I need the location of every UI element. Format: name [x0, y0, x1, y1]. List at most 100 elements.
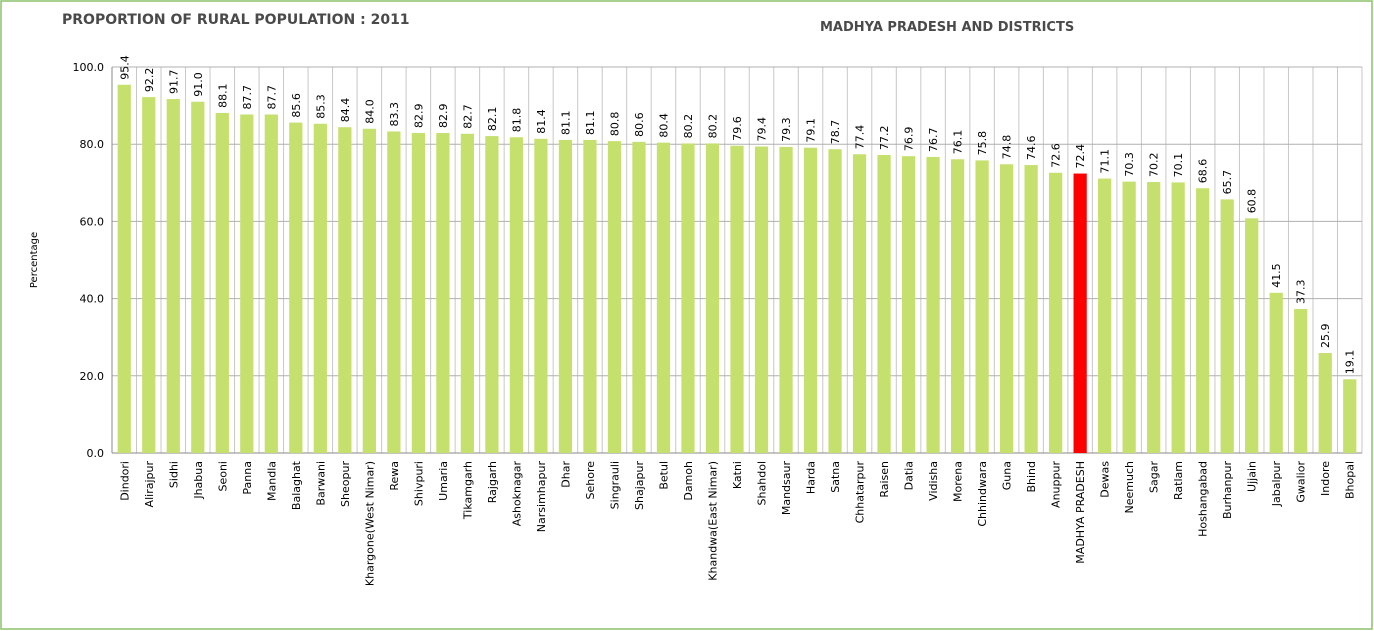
value-label: 74.8 — [1001, 135, 1014, 160]
value-label: 81.1 — [559, 110, 572, 135]
value-label: 83.3 — [388, 102, 401, 127]
bar — [877, 155, 891, 453]
x-tick-label: Indore — [1319, 461, 1332, 496]
x-tick-label: Vidisha — [927, 461, 940, 501]
value-label: 81.1 — [584, 110, 597, 135]
x-tick-label: Mandla — [265, 461, 278, 501]
value-label: 70.1 — [1172, 153, 1185, 178]
x-tick-label: Barwani — [314, 461, 327, 506]
x-tick-label: Mandsaur — [780, 461, 793, 516]
value-label: 79.4 — [756, 117, 769, 142]
value-label: 82.7 — [461, 104, 474, 129]
y-tick-label: 80.0 — [80, 138, 105, 151]
value-label: 76.9 — [903, 127, 916, 152]
value-label: 75.8 — [976, 131, 989, 156]
bar — [509, 137, 524, 453]
x-tick-label: Sidhi — [167, 461, 180, 488]
bar — [950, 159, 965, 453]
x-tick-label: Sheopur — [339, 461, 352, 507]
bar — [387, 131, 401, 453]
bar — [1024, 165, 1038, 453]
bar — [1343, 379, 1357, 453]
x-tick-label: Betul — [657, 461, 670, 490]
x-tick-label: Chhatarpur — [854, 461, 867, 524]
value-label: 80.2 — [706, 114, 719, 139]
value-label: 72.4 — [1074, 144, 1087, 169]
value-label: 80.8 — [608, 112, 621, 137]
y-tick-label: 20.0 — [80, 370, 105, 383]
value-label: 82.9 — [412, 104, 425, 129]
x-tick-label: Khargone(West Nimar) — [363, 461, 376, 586]
x-tick-label: Harda — [805, 461, 818, 494]
x-tick-label: Alirajpur — [143, 461, 156, 508]
bar — [852, 154, 867, 453]
x-tick-label: Hoshangabad — [1197, 461, 1210, 537]
value-label: 25.9 — [1319, 324, 1332, 349]
x-tick-label: Raisen — [878, 461, 891, 498]
x-tick-label: Ujjain — [1246, 461, 1259, 492]
value-label: 37.3 — [1295, 280, 1308, 305]
bar — [460, 133, 475, 453]
bar — [313, 123, 327, 453]
x-tick-label: Bhind — [1025, 461, 1038, 493]
x-tick-label: Dewas — [1099, 461, 1112, 498]
value-label: 95.4 — [118, 55, 131, 80]
bar — [705, 143, 720, 454]
value-label: 88.1 — [216, 83, 229, 108]
bar — [1073, 173, 1087, 453]
bar — [289, 122, 303, 454]
x-tick-label: Umaria — [437, 461, 450, 501]
bar — [1122, 181, 1136, 453]
bar — [803, 147, 818, 453]
x-tick-label: Bhopal — [1344, 461, 1357, 499]
bar — [485, 136, 499, 453]
bar — [1147, 182, 1161, 453]
bar — [1318, 353, 1332, 453]
bar — [926, 156, 940, 454]
bar — [117, 84, 131, 454]
bar — [166, 99, 180, 454]
x-tick-label: Katni — [731, 461, 744, 489]
bar — [1098, 178, 1112, 453]
x-tick-label: Rewa — [388, 461, 401, 491]
bar — [656, 142, 671, 453]
value-label: 91.0 — [192, 72, 205, 97]
x-tick-label: Guna — [1001, 461, 1014, 490]
bar — [338, 127, 352, 453]
bar — [1196, 188, 1210, 454]
x-tick-label: Anuppur — [1050, 461, 1063, 508]
x-tick-label: Satna — [829, 461, 842, 493]
x-tick-label: Shivpuri — [412, 461, 425, 506]
value-label: 81.4 — [535, 109, 548, 134]
x-tick-label: Khandwa(East Nimar) — [706, 461, 719, 581]
value-label: 85.3 — [314, 94, 327, 119]
bar — [583, 139, 597, 454]
bar — [1171, 182, 1185, 453]
x-tick-label: Morena — [952, 461, 965, 502]
x-tick-label: Jhabua — [192, 461, 205, 500]
value-label: 76.7 — [927, 127, 940, 152]
value-label: 87.7 — [241, 85, 254, 110]
value-label: 82.1 — [486, 107, 499, 132]
bar — [754, 146, 769, 454]
bar — [828, 149, 842, 453]
x-tick-label: Damoh — [682, 461, 695, 501]
bar — [681, 143, 695, 454]
value-label: 81.8 — [510, 108, 523, 133]
bar — [558, 139, 573, 454]
bar — [1220, 199, 1234, 453]
bar — [1245, 218, 1259, 453]
value-label: 41.5 — [1270, 263, 1283, 288]
value-label: 79.3 — [780, 117, 793, 142]
x-tick-label: Ratlam — [1172, 461, 1185, 500]
value-label: 77.2 — [878, 126, 891, 151]
bar — [1269, 292, 1283, 453]
y-tick-label: 60.0 — [80, 215, 105, 228]
x-tick-label: Chhindwara — [976, 461, 989, 527]
bar — [1049, 172, 1063, 453]
bar — [142, 97, 156, 453]
x-tick-label: Dhar — [559, 461, 572, 488]
value-label: 84.4 — [339, 98, 352, 123]
